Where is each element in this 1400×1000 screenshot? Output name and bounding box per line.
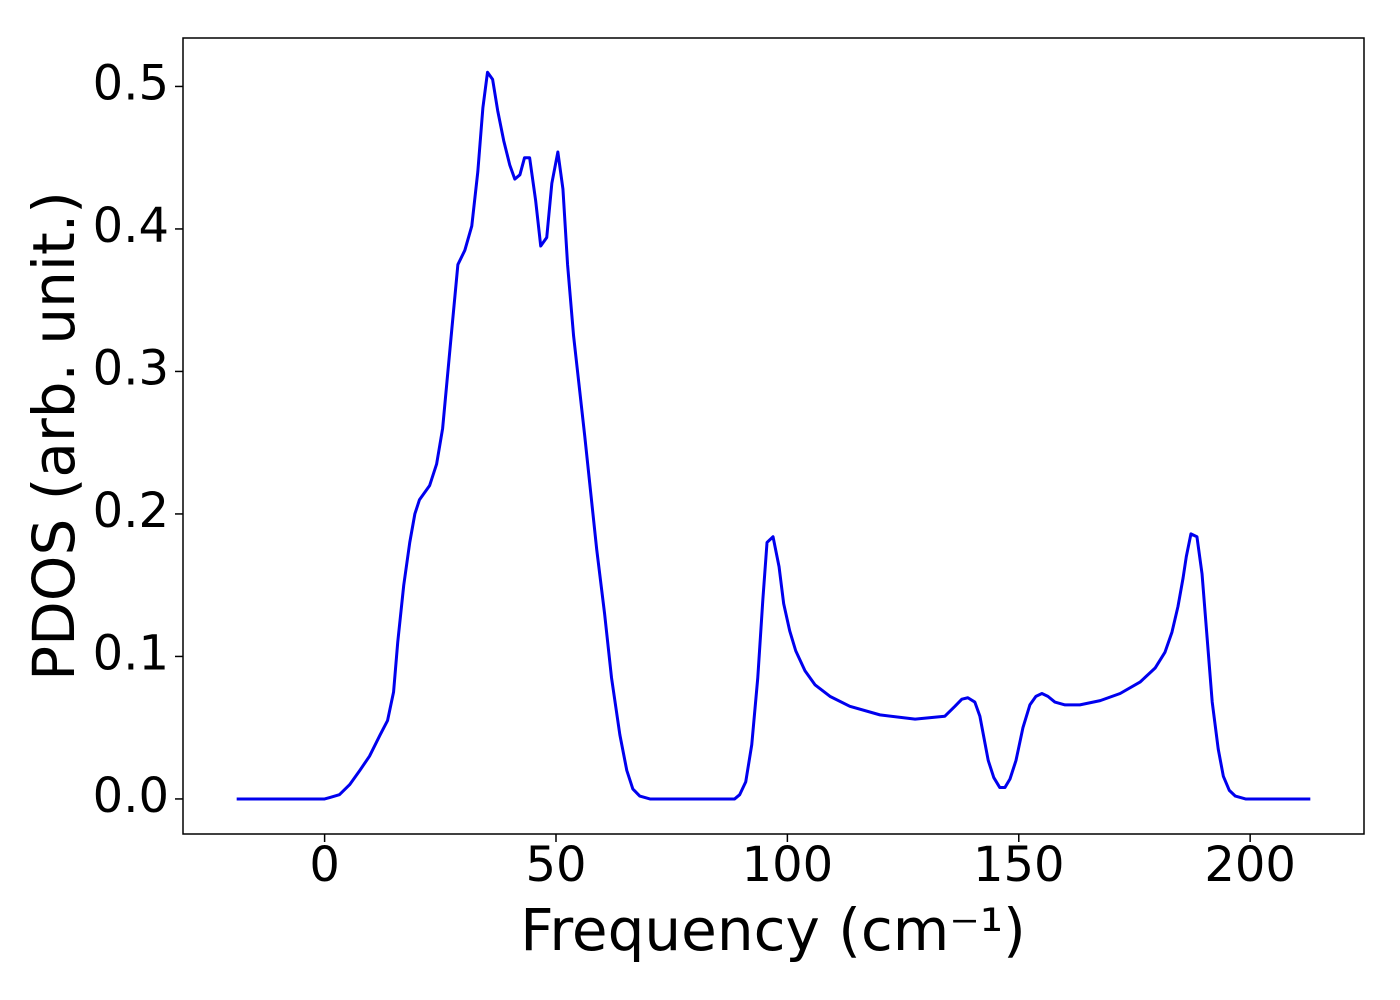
y-tick-label: 0.4 xyxy=(93,198,169,254)
x-axis-label: Frequency (cm⁻¹) xyxy=(520,896,1026,964)
x-tick-label: 50 xyxy=(525,837,586,893)
plot-frame xyxy=(182,37,1365,835)
y-tick-label: 0.1 xyxy=(93,625,169,681)
x-tick-label: 200 xyxy=(1204,837,1296,893)
x-tick-label: 0 xyxy=(309,837,340,893)
y-axis-label: PDOS (arb. unit.) xyxy=(20,191,88,681)
data-line xyxy=(236,70,1311,801)
y-tick-label: 0.2 xyxy=(93,483,169,539)
y-tick-label: 0.3 xyxy=(93,340,169,396)
x-tick-label: 150 xyxy=(973,837,1065,893)
y-tick-label: 0.0 xyxy=(93,768,169,824)
y-tick-label: 0.5 xyxy=(93,55,169,111)
x-tick-label: 100 xyxy=(742,837,834,893)
